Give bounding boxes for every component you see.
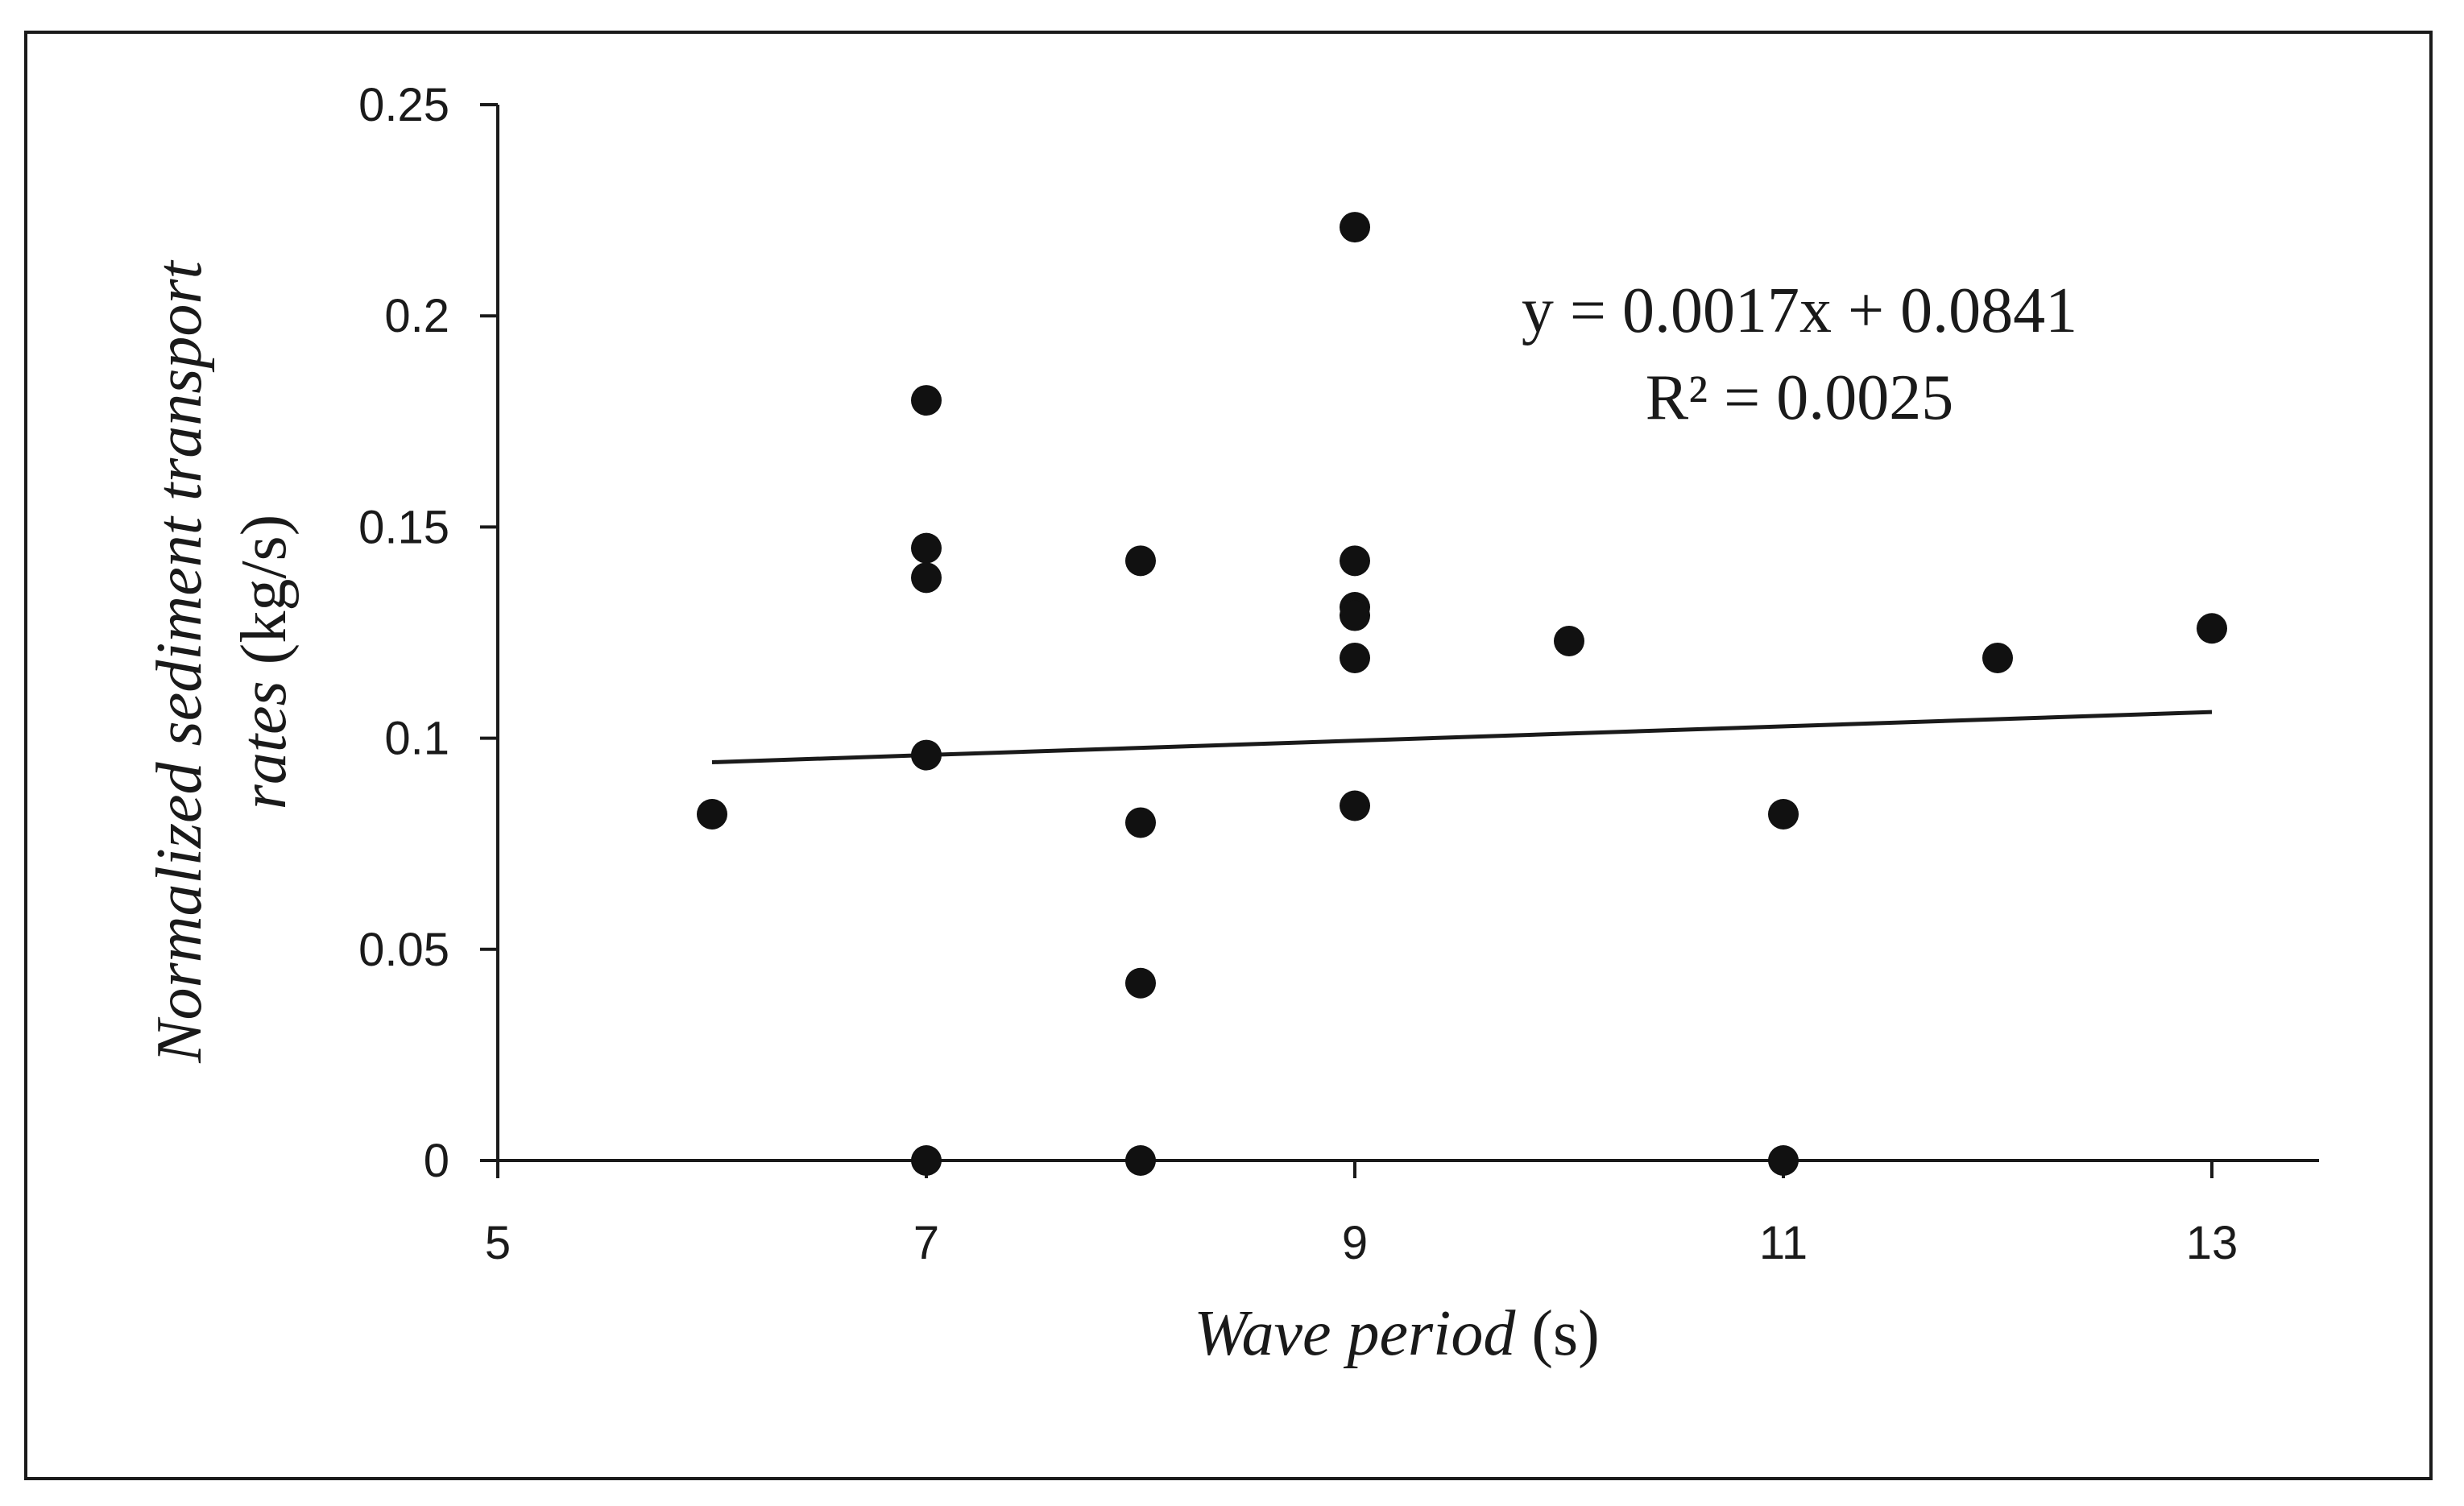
data-point: [911, 532, 942, 564]
data-point: [2197, 613, 2227, 644]
y-axis-title: Normalized sediment transport rates (kg/s…: [144, 259, 300, 1063]
x-tick-label: 7: [913, 1217, 939, 1269]
data-point: [1125, 1145, 1156, 1176]
trendline-equation: y = 0.0017x + 0.0841: [1522, 275, 2077, 346]
data-points: [697, 212, 2227, 1176]
y-tick-label: 0.05: [358, 924, 449, 976]
y-axis-title-line2-main: rates: [229, 681, 300, 809]
x-tick-label: 13: [2186, 1217, 2238, 1269]
y-tick-label: 0.1: [384, 713, 449, 765]
y-tick-label: 0.2: [384, 290, 449, 342]
y-axis-ticks: 0 0.05 0.1 0.15 0.2 0.25: [358, 79, 498, 1187]
y-tick-label: 0: [424, 1135, 449, 1187]
y-axis-title-line1: Normalized sediment transport: [144, 259, 215, 1063]
x-tick-label: 9: [1342, 1217, 1368, 1269]
data-point: [1340, 790, 1370, 821]
data-point: [697, 798, 727, 830]
data-point: [911, 562, 942, 594]
data-point: [1340, 545, 1370, 577]
data-point: [911, 739, 942, 771]
data-point: [1340, 212, 1370, 243]
data-point: [1340, 600, 1370, 631]
y-axis-title-line2: rates (kg/s): [229, 515, 300, 810]
data-point: [1768, 1145, 1799, 1176]
data-point: [1125, 545, 1156, 577]
trendline: [711, 710, 2213, 764]
x-axis-title-unit: (s): [1531, 1298, 1599, 1369]
data-point: [1554, 625, 1584, 656]
data-point: [1982, 642, 2013, 673]
y-axis-title-line2-unit: (kg/s): [229, 515, 300, 665]
data-point: [1125, 967, 1156, 999]
y-tick-label: 0.25: [358, 79, 449, 131]
x-axis-title-main: Wave period: [1194, 1298, 1516, 1369]
trendline-r-squared: R² = 0.0025: [1646, 362, 1953, 433]
data-point: [911, 385, 942, 416]
scatter-chart: 0 0.05 0.1 0.15 0.2 0.25 5 7 9 11 13 y = 0.0017x …: [144, 79, 2319, 1369]
x-tick-label: 11: [1759, 1217, 1808, 1269]
x-axis-title: Wave period (s): [1194, 1298, 1600, 1369]
data-point: [911, 1145, 942, 1176]
data-point: [1768, 798, 1799, 830]
data-point: [1340, 642, 1370, 673]
x-axis-ticks: 5 7 9 11 13: [485, 1161, 2238, 1269]
x-tick-label: 5: [485, 1217, 511, 1269]
y-tick-label: 0.15: [358, 501, 449, 553]
chart-frame: 0 0.05 0.1 0.15 0.2 0.25 5 7 9 11 13 y = 0.0017x …: [24, 31, 2433, 1480]
data-point: [1125, 807, 1156, 838]
